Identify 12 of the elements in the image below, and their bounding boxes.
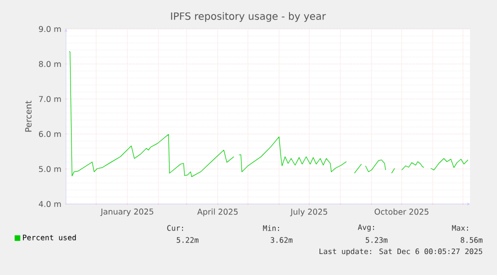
- x-tick-label: January 2025: [100, 208, 154, 216]
- y-axis-title: Percent: [25, 100, 32, 132]
- x-tick-label: July 2025: [290, 208, 328, 216]
- x-tick-label: April 2025: [197, 208, 238, 216]
- y-tick-label: 5.0 m: [39, 166, 61, 172]
- y-tick-label: 7.0 m: [39, 96, 61, 102]
- y-tick-label: 8.0 m: [38, 60, 61, 68]
- x-tick-label: October 2025: [374, 208, 428, 215]
- y-tick-label: 6.0 m: [38, 130, 61, 138]
- chart-title: IPFS repository usage - by year: [171, 12, 326, 22]
- y-tick-label: 9.0 m: [38, 26, 61, 32]
- y-tick-label: 4.0 m: [38, 200, 61, 208]
